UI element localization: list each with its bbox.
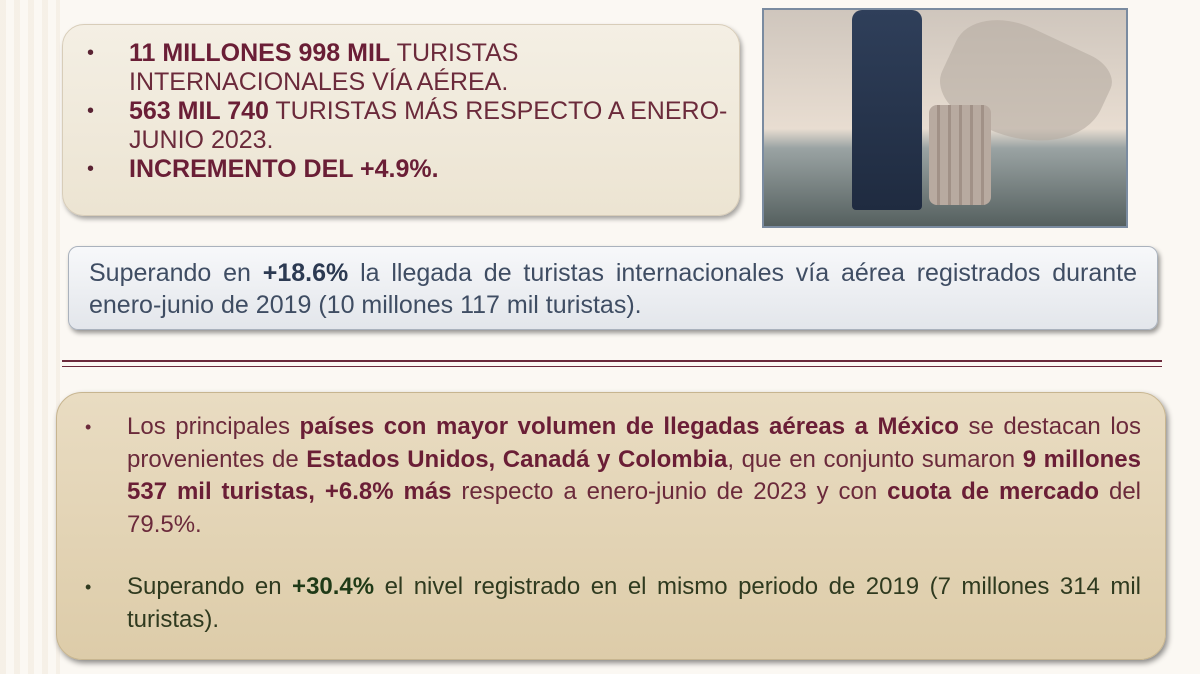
comparison-2019-item: Superando en +30.4% el nivel registrado … (85, 571, 1142, 636)
comparison-box: Superando en +18.6% la llegada de turist… (68, 246, 1158, 330)
traveler-photo (762, 8, 1128, 228)
highlight-text: TURISTAS MÁS RESPECTO A ENERO-JUNIO 2023… (129, 97, 728, 154)
text-segment: del 79.5%. (127, 478, 1141, 538)
divider-line (62, 366, 1162, 367)
suitcase-icon (929, 105, 991, 205)
countries-box: Los principales países con mayor volumen… (56, 392, 1166, 660)
highlight-bold: INCREMENTO DEL +4.9%. (129, 155, 439, 183)
highlight-bold: 563 MIL 740 (129, 97, 269, 125)
bold-segment: +30.4% (292, 573, 375, 600)
highlight-item: 563 MIL 740 TURISTAS MÁS RESPECTO A ENER… (87, 97, 739, 155)
bold-segment: 9 millones 537 mil turistas, +6.8% más (127, 445, 1141, 506)
text-segment: Superando en (89, 259, 263, 287)
traveler-figure (852, 10, 922, 210)
highlight-item: INCREMENTO DEL +4.9%. (87, 155, 739, 184)
percent-highlight: +18.6% (262, 259, 349, 287)
divider-line (62, 360, 1162, 362)
text-segment: la llegada de turistas internacionales v… (89, 259, 1137, 319)
text-segment: Los principales (127, 413, 300, 440)
text-segment: , que en conjunto sumaron (727, 445, 1023, 473)
text-segment: respecto a enero-junio de 2023 y con (451, 478, 888, 505)
bold-segment: países con mayor volumen de llegadas aér… (299, 413, 959, 440)
text-segment: se destacan los provenientes de (127, 413, 1141, 473)
background-decoration (0, 0, 60, 674)
highlight-item: 11 MILLONES 998 MIL TURISTAS INTERNACION… (87, 39, 739, 97)
highlight-text: TURISTAS INTERNACIONALES VÍA AÉREA. (129, 39, 519, 96)
text-segment: el nivel registrado en el mismo periodo … (127, 573, 1142, 633)
highlight-bold: 11 MILLONES 998 MIL (129, 39, 391, 67)
bold-segment: Estados Unidos, Canadá y Colombia (306, 445, 728, 473)
countries-item: Los principales países con mayor volumen… (85, 411, 1141, 541)
highlights-box: 11 MILLONES 998 MIL TURISTAS INTERNACION… (62, 24, 740, 216)
comparison-text: Superando en +18.6% la llegada de turist… (89, 257, 1137, 321)
bold-segment: cuota de mercado (887, 478, 1100, 505)
text-segment: Superando en (127, 573, 293, 600)
